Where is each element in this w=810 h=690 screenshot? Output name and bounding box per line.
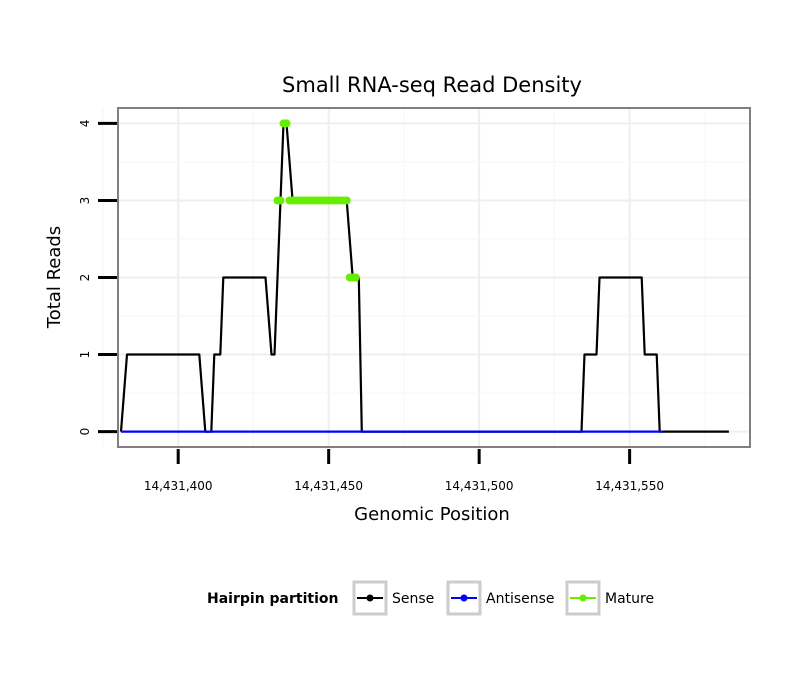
plot-panel-border [117,107,751,448]
y-axis: 0 1 2 3 4 [78,120,117,436]
data-point-mature [342,196,351,205]
x-tick-label: 14,431,550 [595,479,664,493]
y-tick-label: 0 [78,428,92,436]
series-layer [119,119,729,433]
legend-label-sense: Sense [392,591,434,607]
y-tick-label: 3 [78,197,92,205]
y-tick-label: 4 [78,120,92,128]
y-tick-label: 1 [78,351,92,359]
legend: Hairpin partition Sense Antisense Mature [207,580,654,616]
series-line-sense [119,122,729,433]
x-tick-label: 14,431,450 [294,479,363,493]
legend-swatch-point-mature [579,594,587,602]
data-point-mature [351,273,360,282]
x-tick-label: 14,431,500 [445,479,514,493]
legend-label-mature: Mature [605,591,654,607]
data-point-mature [282,119,291,128]
legend-swatch-point-antisense [460,594,468,602]
data-point-mature [276,196,285,205]
y-tick-label: 2 [78,274,92,282]
x-axis: 14,431,400 14,431,450 14,431,500 14,431,550 [144,449,664,493]
chart-title: Small RNA-seq Read Density [282,73,582,97]
x-tick-label: 14,431,400 [144,479,213,493]
y-axis-title: Total Reads [44,226,65,329]
x-axis-title: Genomic Position [354,504,510,525]
legend-title: Hairpin partition [207,591,338,607]
legend-label-antisense: Antisense [486,591,555,607]
legend-swatch-point-sense [366,594,374,602]
